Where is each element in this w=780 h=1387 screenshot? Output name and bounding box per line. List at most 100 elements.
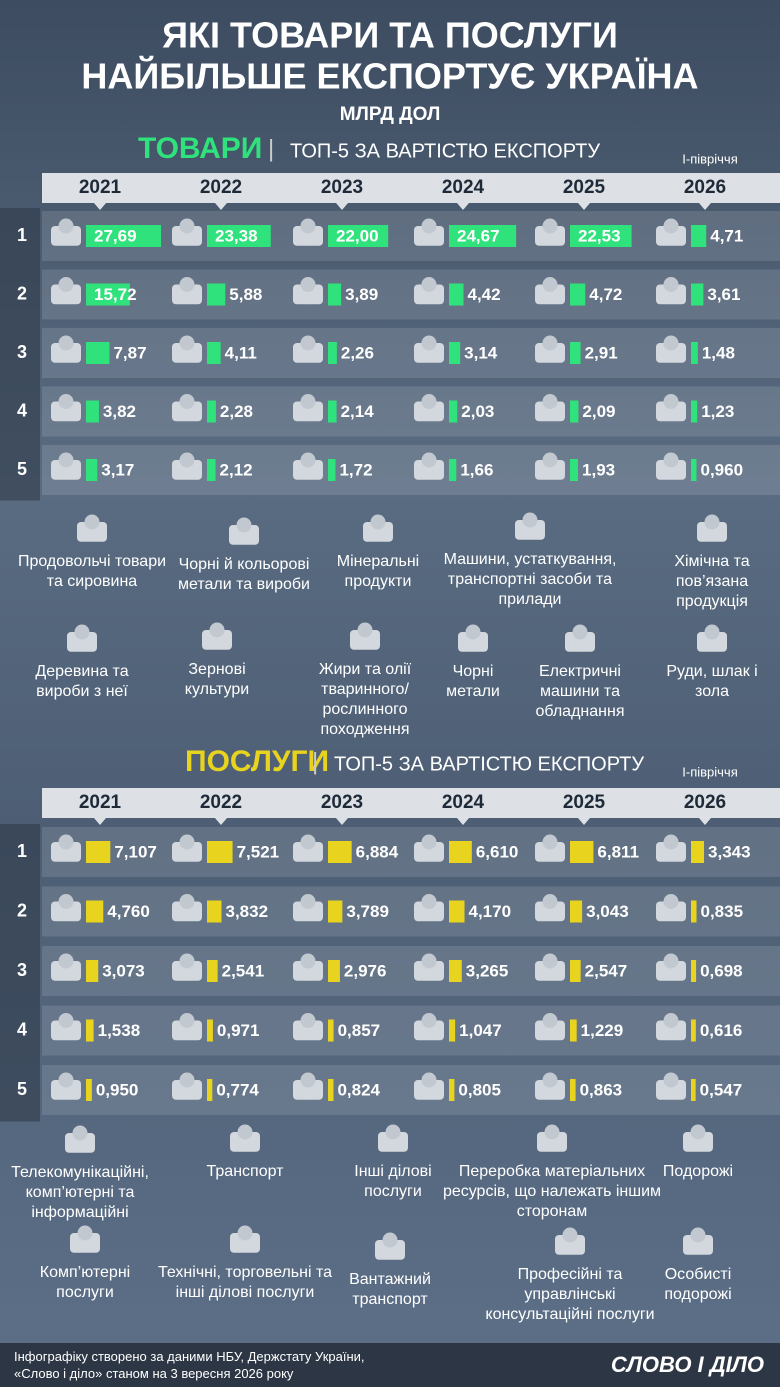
separator: | [268,135,274,162]
icon [465,624,481,640]
icon [293,842,323,862]
icon [421,834,437,850]
value-label: 4,170 [469,902,512,921]
icon [179,894,195,909]
bar [328,1079,334,1101]
bar [86,960,99,982]
icon [51,460,81,480]
year-pointer [336,818,348,825]
bar [449,459,457,481]
icon [51,842,81,862]
bar [691,1019,696,1042]
value-label: 0,971 [217,1021,260,1040]
icon [58,1013,74,1028]
icon [535,901,565,922]
value-label: 1,72 [339,460,372,479]
value-label: 1,047 [459,1021,502,1040]
icon [704,624,720,640]
bar [570,960,581,982]
icon [58,452,74,468]
icon [179,834,195,850]
icon [300,394,316,409]
icon [375,1240,405,1260]
bar [86,900,104,923]
value-label: 0,774 [216,1080,259,1099]
title: НАЙБІЛЬШЕ ЕКСПОРТУЄ УКРАЇНА [81,55,698,97]
legend-item: Хімічна та пов’язана продукція [674,553,750,610]
rank: 2 [17,900,27,920]
icon [179,1072,195,1088]
icon [572,624,588,640]
icon [697,522,727,542]
icon [300,277,316,292]
legend-item: Транспорт [206,1163,284,1180]
icon [535,343,565,363]
icon [300,452,316,468]
icon [542,1072,558,1088]
icon [414,1020,444,1041]
icon [555,1235,585,1255]
icon [542,894,558,909]
legend-item: Зернові культури [184,661,250,698]
bar [691,342,698,364]
icon [77,522,107,542]
legend-item: Електричні машини та обладнання [535,663,625,720]
icon [70,1233,100,1253]
value-label: 0,616 [700,1021,743,1040]
bar [691,841,705,863]
icon [656,460,686,480]
bar [691,900,697,923]
value-label: 3,832 [225,902,268,921]
icon [535,1020,565,1041]
value-label: 3,61 [707,285,740,304]
year: 2021 [79,177,122,198]
icon [542,335,558,351]
icon [515,520,545,540]
year: 2026 [684,792,726,813]
icon [300,1013,316,1028]
legend-item: Телекомунікаційні, комп’ютерні та інформ… [11,1164,149,1221]
icon [172,901,202,922]
rank: 5 [17,459,27,479]
value-label: 7,87 [113,343,146,362]
bar [207,841,233,863]
bar [691,225,707,247]
value-label: 1,48 [702,343,735,362]
bar [207,1079,213,1101]
icon [179,452,195,468]
bar [86,1079,92,1101]
value-label: 24,67 [457,226,500,245]
rank: 4 [17,1019,27,1039]
icon [421,1072,437,1088]
value-label: 1,23 [701,402,734,421]
legend-item: Руди, шлак і зола [666,663,758,700]
icon [537,1132,567,1152]
year: 2025 [563,792,606,813]
bar [449,225,517,247]
bar [328,225,389,247]
icon [656,842,686,862]
icon [656,401,686,422]
icon [704,514,720,530]
icon [656,1080,686,1100]
logo: СЛОВО І ДІЛО [610,1352,764,1377]
icon [656,961,686,981]
value-label: 0,805 [458,1080,501,1099]
icon [656,284,686,305]
icon [293,901,323,922]
year: 2026 [684,177,726,198]
value-label: 4,11 [225,343,257,362]
icon [663,953,679,969]
icon [414,961,444,981]
icon [179,953,195,969]
icon [58,1072,74,1088]
value-label: 2,91 [585,343,618,362]
icon [562,1227,578,1243]
year-pointer [457,818,469,825]
icon [58,335,74,351]
icon [293,284,323,305]
footer-text: «Слово і діло» станом на 3 вересня 2026 … [14,1366,294,1381]
icon [663,277,679,292]
icon [72,1125,88,1141]
